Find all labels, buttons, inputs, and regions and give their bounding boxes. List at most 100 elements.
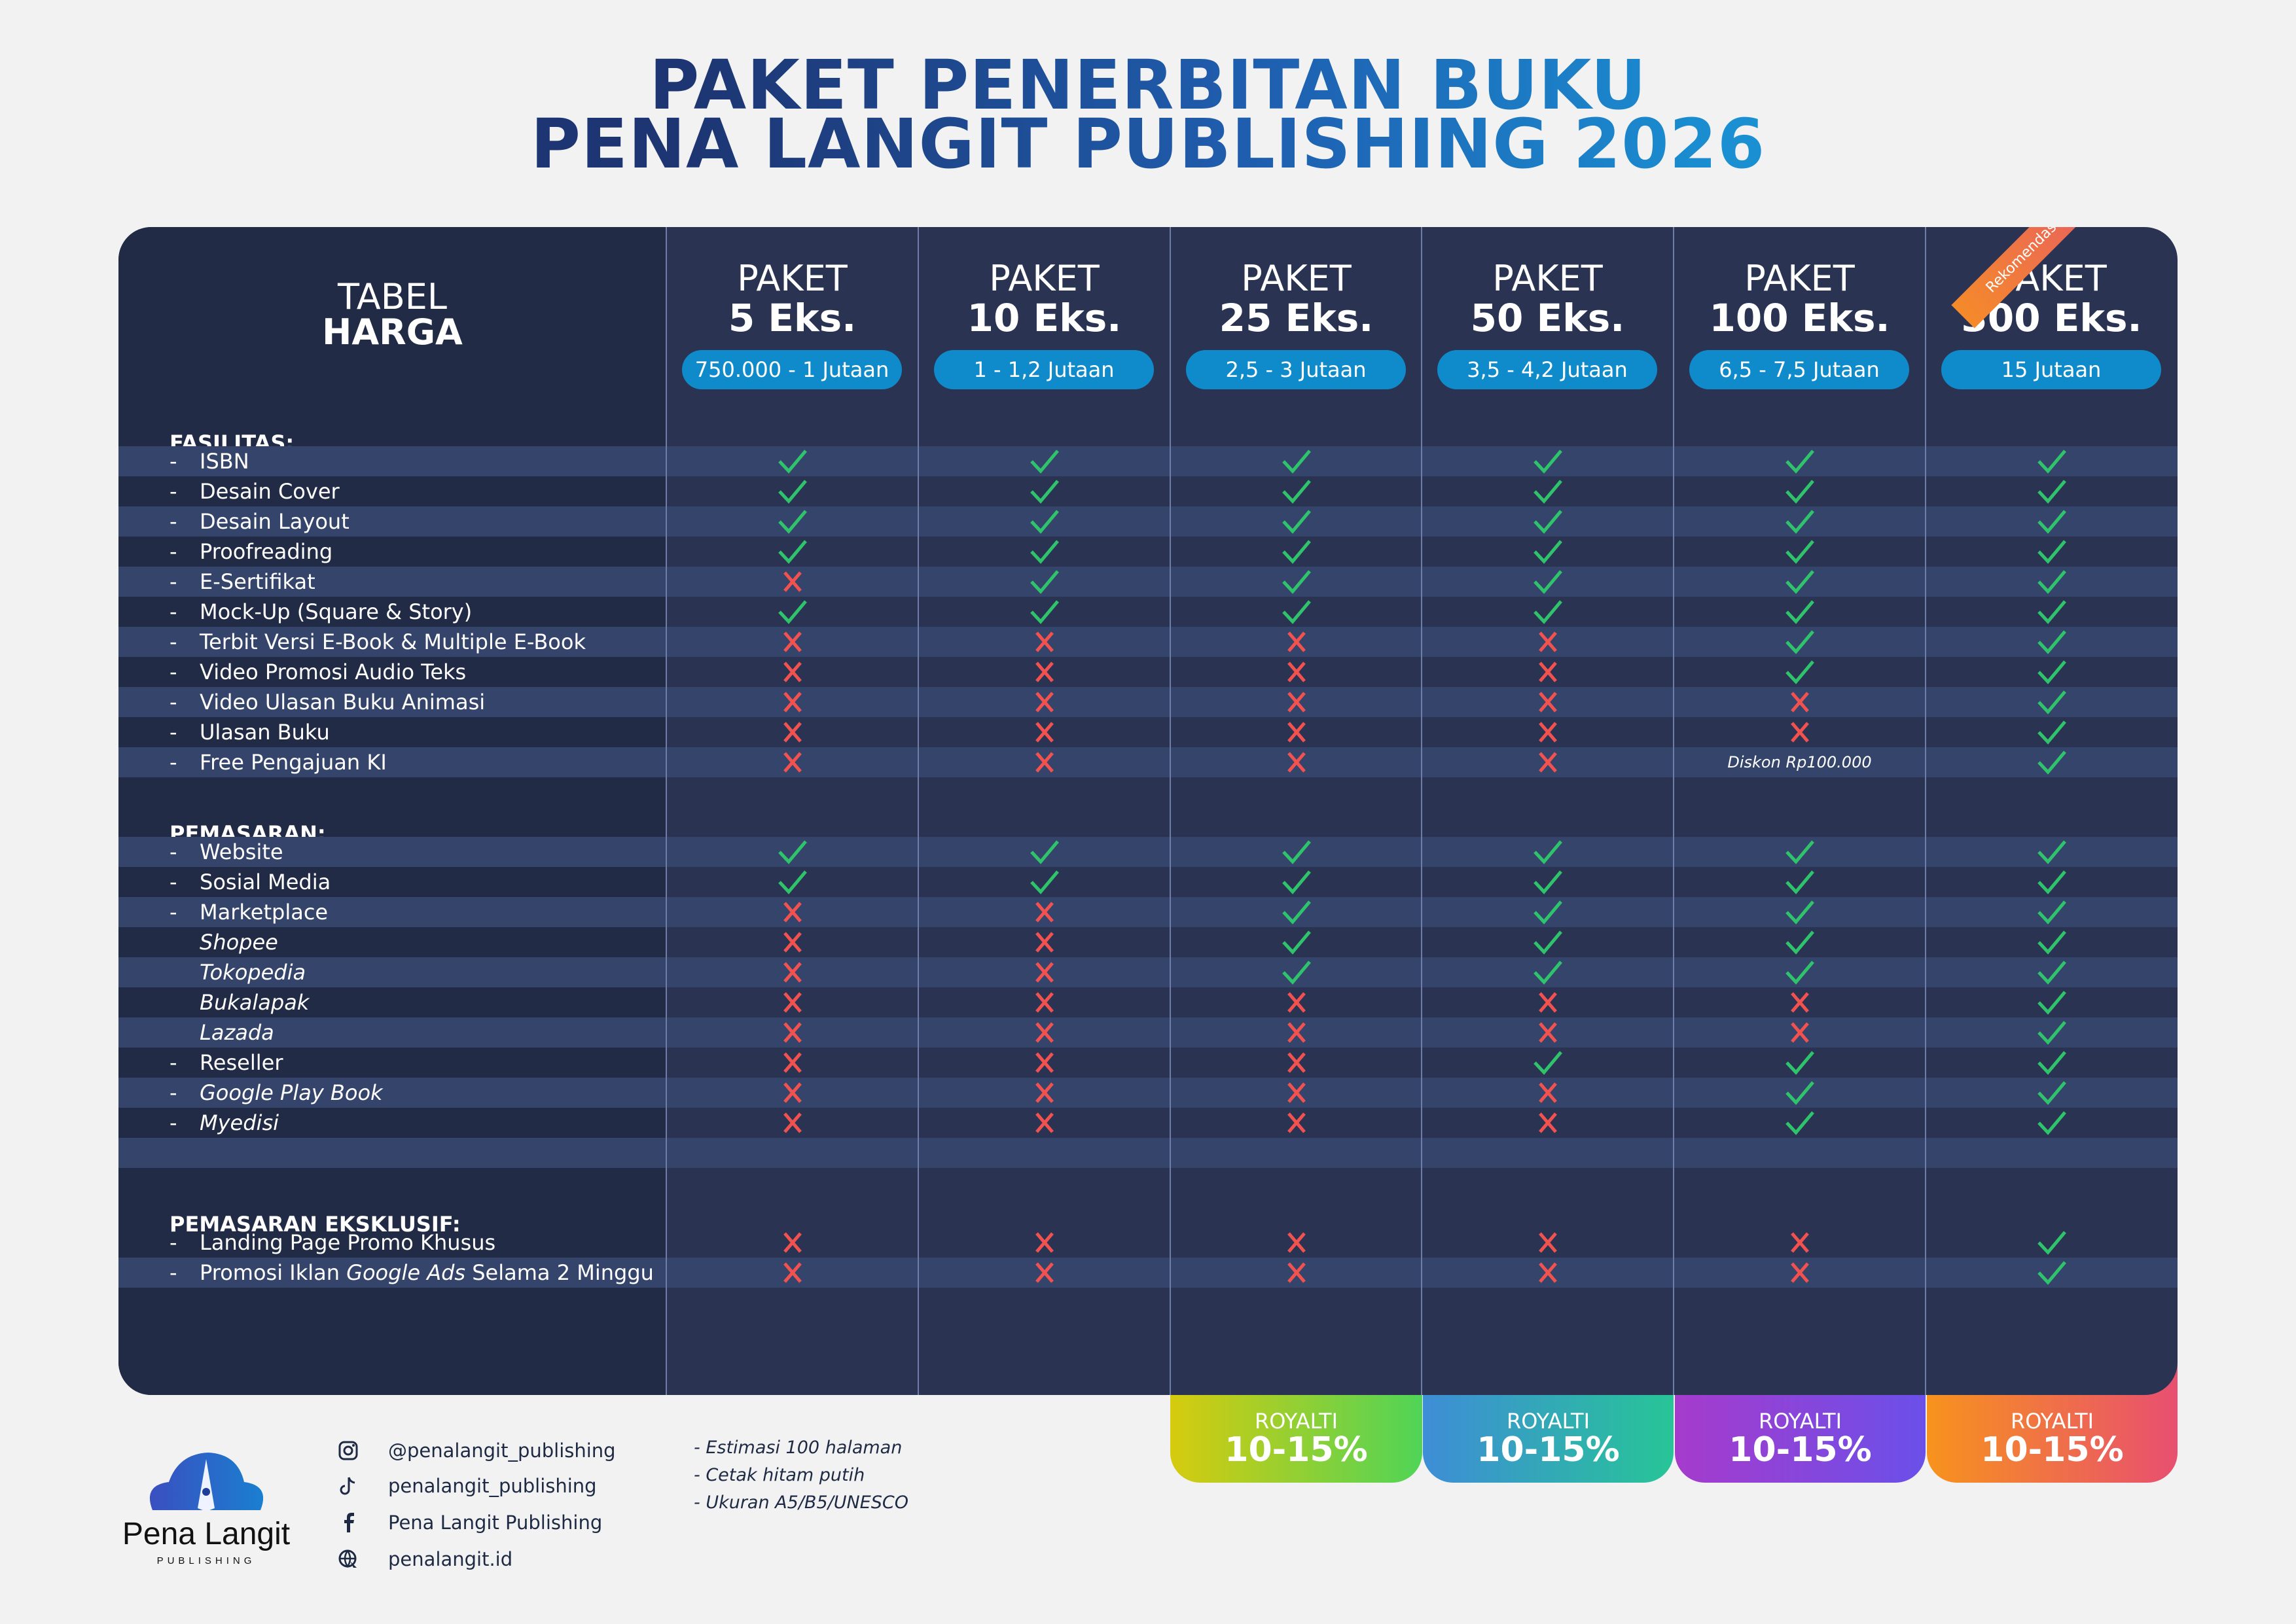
footnote: - Cetak hitam putih: [694, 1465, 865, 1485]
cross-icon: [666, 897, 918, 927]
package-label: PAKET: [1492, 258, 1603, 299]
cross-icon: [918, 1227, 1170, 1258]
cross-icon: [1674, 987, 1926, 1017]
column-divider: [918, 227, 919, 1395]
royalty-tab: ROYALTI 10-15%: [1170, 1395, 1422, 1483]
check-icon: [1170, 867, 1422, 897]
label-text: Video Ulasan Buku Animasi: [200, 690, 486, 715]
check-icon: [1674, 627, 1926, 657]
check-icon: [1674, 837, 1926, 867]
label-text: Reseller: [200, 1050, 283, 1075]
cross-icon: [1170, 987, 1422, 1017]
royalty-value: 10-15%: [1981, 1430, 2124, 1470]
royalty-label: ROYALTI: [1506, 1409, 1590, 1434]
table-row: Lazada: [118, 1017, 2178, 1048]
column-divider: [1421, 227, 1422, 1395]
row-label: - Free Pengajuan KI: [170, 747, 387, 777]
section-title: PEMASARAN EKSKLUSIF:: [170, 1212, 461, 1237]
royalty-value: 10-15%: [1729, 1430, 1872, 1470]
cross-icon: [1674, 1017, 1926, 1048]
dash: -: [170, 720, 177, 745]
table-row-spacer: [118, 1138, 2178, 1168]
table-label-line1: TABEL: [338, 276, 447, 317]
dash: -: [170, 599, 177, 624]
brand-name: Pena Langit: [122, 1517, 290, 1551]
package-name: 100 Eks.: [1709, 296, 1890, 340]
table-row: Shopee: [118, 927, 2178, 957]
check-icon: [1926, 897, 2178, 927]
cross-icon: [1674, 1227, 1926, 1258]
column-divider: [666, 227, 667, 1395]
check-icon: [1422, 506, 1674, 537]
check-icon: [918, 506, 1170, 537]
check-icon: [1674, 446, 1926, 476]
check-icon: [1926, 1017, 2178, 1048]
dash: -: [170, 479, 177, 504]
check-icon: [1926, 717, 2178, 747]
label-text: Google Play Book: [200, 1080, 383, 1105]
label-text: Marketplace: [200, 900, 329, 925]
check-icon: [1674, 897, 1926, 927]
row-label: - Myedisi: [170, 1108, 279, 1138]
cross-icon: [1170, 1108, 1422, 1138]
social-link[interactable]: penalangit.id: [337, 1546, 512, 1572]
package-name: 25 Eks.: [1219, 296, 1374, 340]
table-row: Tokopedia: [118, 957, 2178, 987]
check-icon: [1926, 567, 2178, 597]
check-icon: [1170, 597, 1422, 627]
check-icon: [1926, 987, 2178, 1017]
check-icon: [1674, 867, 1926, 897]
row-label: - E-Sertifikat: [170, 567, 315, 597]
check-icon: [1170, 897, 1422, 927]
cross-icon: [666, 1227, 918, 1258]
royalty-tab: ROYALTI 10-15%: [1423, 1395, 1674, 1483]
table-row: Bukalapak: [118, 987, 2178, 1017]
label-text: Lazada: [200, 1020, 274, 1045]
row-label: - Desain Layout: [170, 506, 350, 537]
check-icon: [1422, 927, 1674, 957]
social-link[interactable]: Pena Langit Publishing: [337, 1509, 602, 1536]
facebook-icon: [337, 1511, 374, 1534]
check-icon: [1170, 837, 1422, 867]
package-label: PAKET: [1241, 258, 1352, 299]
label-column: [118, 227, 666, 1395]
package-price-pill: 750.000 - 1 Jutaan: [682, 350, 902, 389]
table-row: - Marketplace: [118, 897, 2178, 927]
cross-icon: [1674, 717, 1926, 747]
social-link[interactable]: @penalangit_publishing: [337, 1438, 616, 1464]
table-label-line2: HARGA: [322, 311, 463, 353]
social-text: penalangit.id: [388, 1548, 513, 1570]
table-row: - E-Sertifikat: [118, 567, 2178, 597]
row-label: - Sosial Media: [170, 867, 331, 897]
label-text: Bukalapak: [200, 990, 310, 1015]
row-label: - Promosi Iklan Google Ads Selama 2 Mingg…: [170, 1258, 654, 1288]
cross-icon: [666, 657, 918, 687]
check-icon: [918, 837, 1170, 867]
label-text: Terbit Versi E-Book & Multiple E-Book: [200, 629, 586, 654]
package-label: PAKET: [737, 258, 848, 299]
table-row: - Desain Cover: [118, 476, 2178, 506]
package-name: 10 Eks.: [967, 296, 1122, 340]
label-text: Landing Page Promo Khusus: [200, 1230, 496, 1255]
row-label: Bukalapak: [170, 987, 309, 1017]
column-divider: [1925, 227, 1926, 1395]
check-icon: [1926, 657, 2178, 687]
cross-icon: [1170, 747, 1422, 777]
cross-icon: [666, 627, 918, 657]
social-link[interactable]: penalangit_publishing: [337, 1473, 597, 1499]
cross-icon: [1422, 1078, 1674, 1108]
check-icon: [1926, 1078, 2178, 1108]
package-label: PAKET: [1996, 258, 2107, 299]
brand-sub: PUBLISHING: [157, 1555, 256, 1566]
check-icon: [1170, 537, 1422, 567]
package-label: PAKET: [989, 258, 1100, 299]
table-row: - Video Promosi Audio Teks: [118, 657, 2178, 687]
label-text: Mock-Up (Square & Story): [200, 599, 473, 624]
table-row: - Mock-Up (Square & Story): [118, 597, 2178, 627]
check-icon: [1170, 506, 1422, 537]
cross-icon: [918, 687, 1170, 717]
dash: -: [170, 569, 177, 594]
dash: -: [170, 1260, 177, 1285]
cross-icon: [1422, 1258, 1674, 1288]
dash: -: [170, 660, 177, 684]
